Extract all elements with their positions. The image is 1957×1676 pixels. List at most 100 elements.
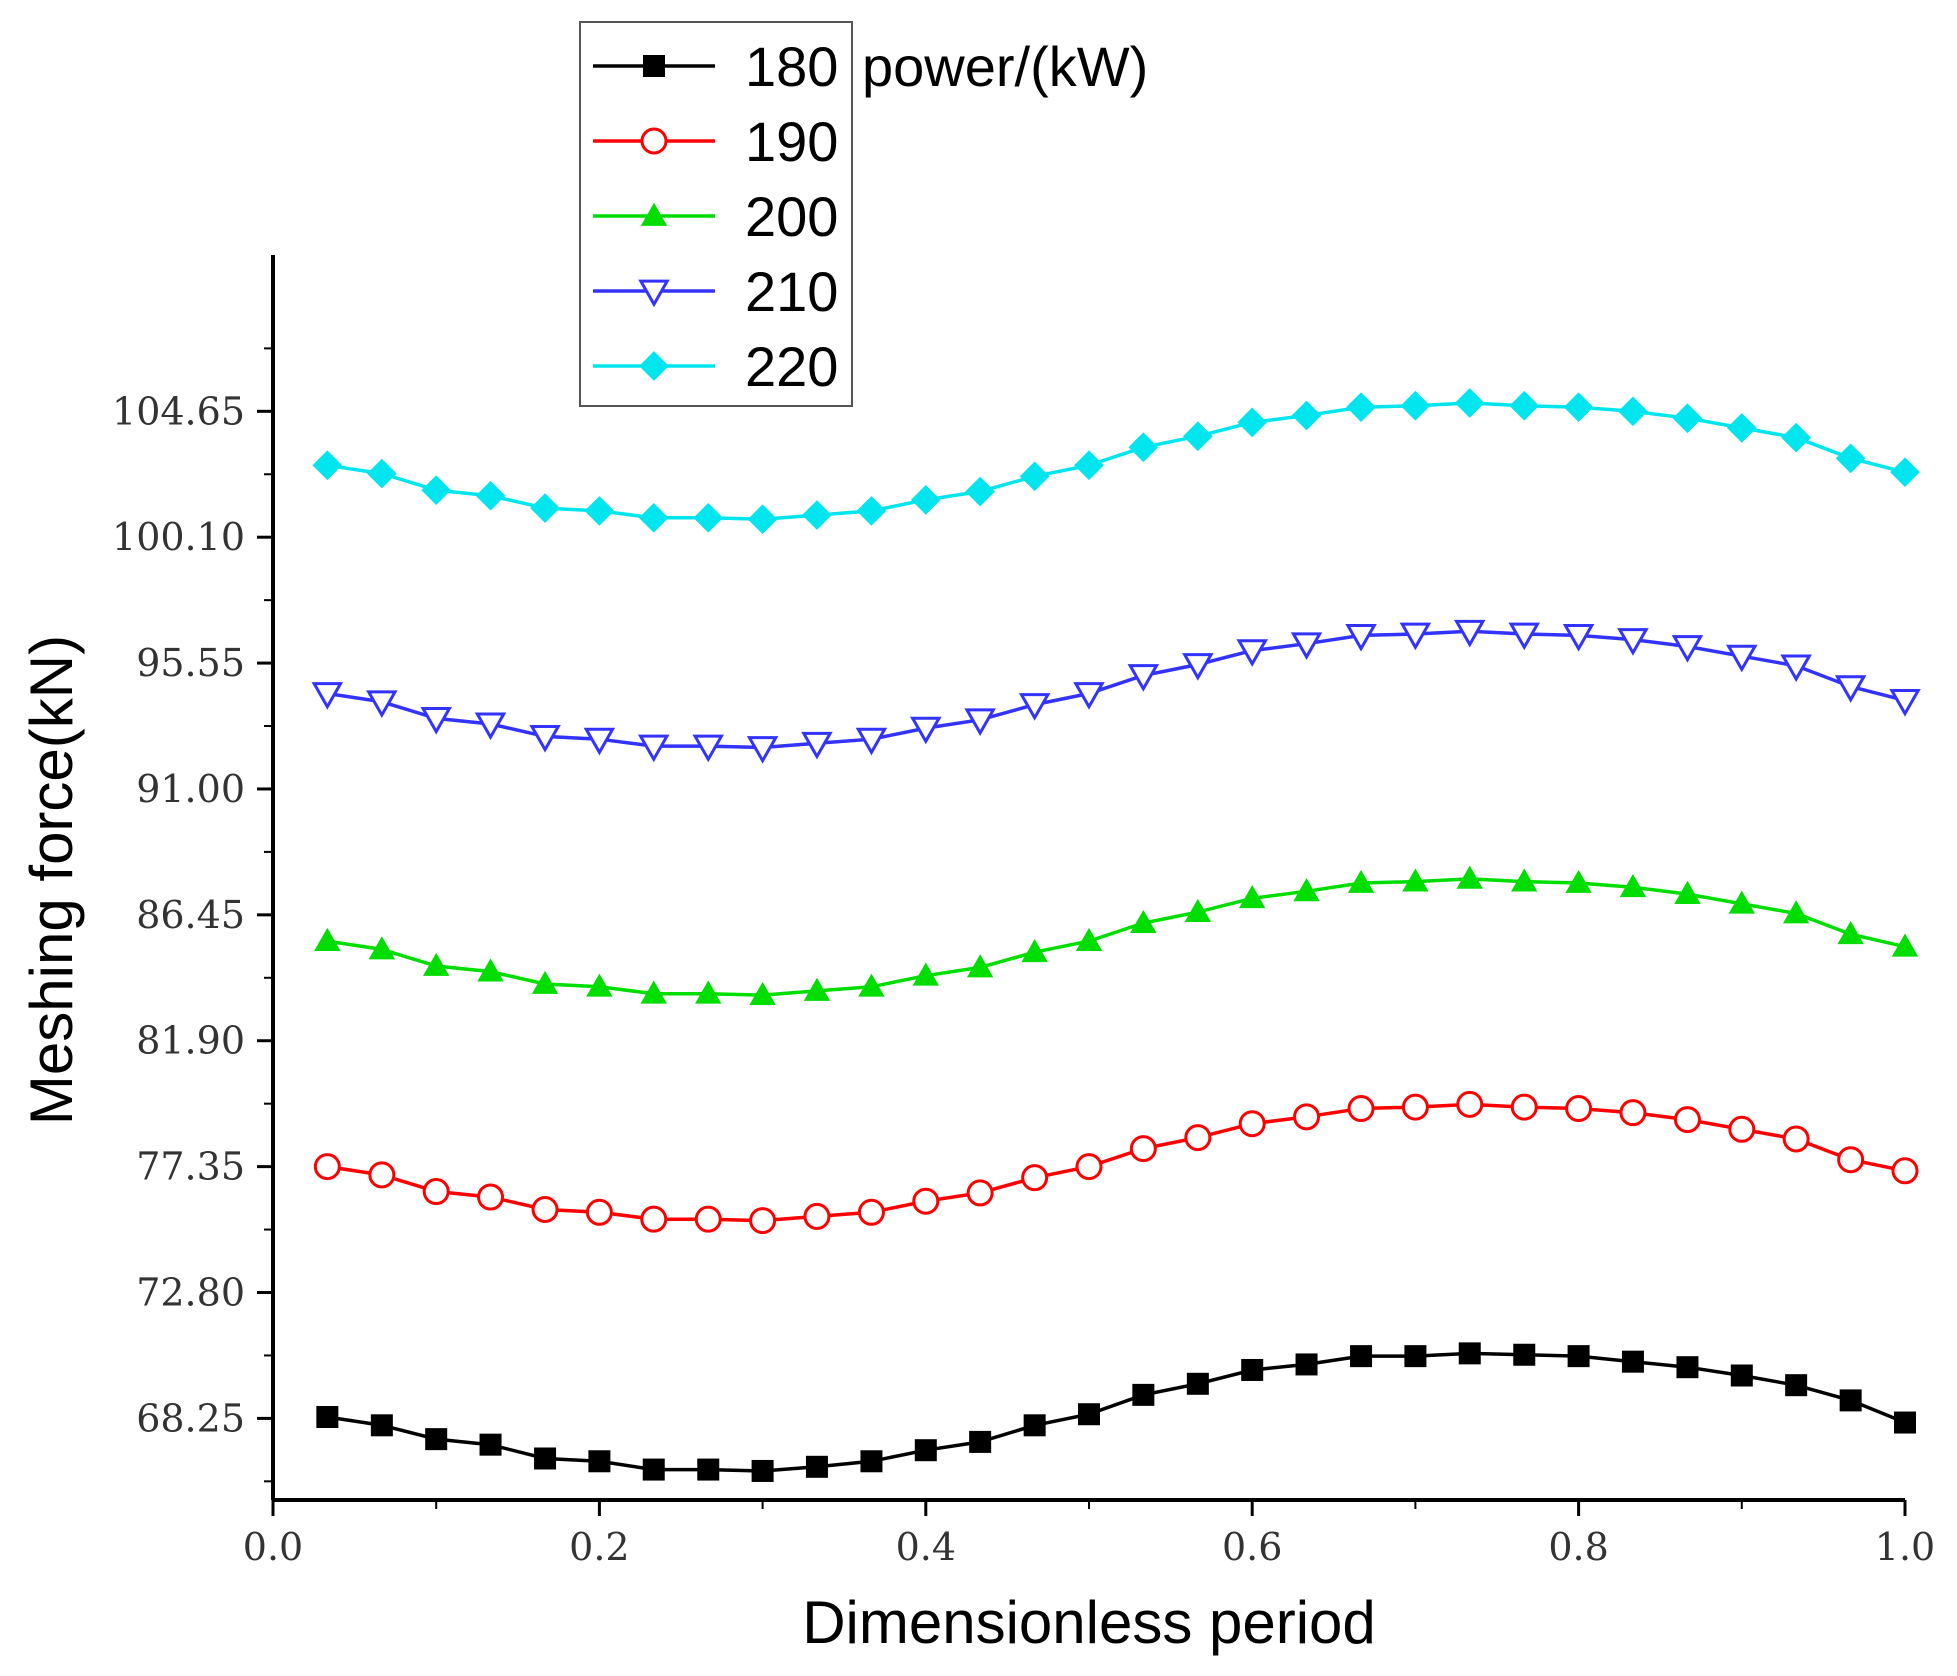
x-tick-label: 1.0 — [1875, 1525, 1935, 1569]
data-point — [1891, 933, 1919, 957]
data-point — [1730, 1364, 1753, 1387]
data-point — [1674, 880, 1701, 904]
data-point — [1293, 1103, 1321, 1131]
data-point — [1781, 422, 1811, 453]
data-point — [1511, 868, 1538, 892]
data-point — [534, 1447, 557, 1470]
data-point — [1785, 1374, 1808, 1397]
legend-title: power/(kW) — [862, 35, 1148, 98]
data-point — [531, 970, 559, 994]
data-point — [637, 734, 670, 763]
data-point — [964, 708, 996, 737]
data-point — [1728, 1115, 1756, 1143]
legend-entries: 180 190 200 210 220 — [593, 35, 838, 398]
data-point — [1617, 628, 1649, 656]
legend-box — [579, 21, 853, 407]
data-point — [1890, 457, 1920, 488]
y-tick-label: 91.00 — [136, 767, 245, 811]
data-point — [697, 1458, 720, 1481]
data-point — [586, 973, 613, 997]
y-tick-label: 68.25 — [136, 1396, 245, 1440]
y-tick-label: 77.35 — [136, 1145, 245, 1189]
data-point — [803, 977, 831, 1001]
data-point — [693, 502, 724, 533]
series-210 — [311, 619, 1921, 764]
data-point — [1078, 1403, 1100, 1426]
data-point — [367, 458, 397, 489]
data-point — [1726, 644, 1758, 673]
data-point — [1021, 939, 1048, 963]
data-point — [1619, 873, 1647, 898]
data-point — [420, 707, 452, 735]
data-point — [858, 973, 885, 997]
data-point — [965, 476, 995, 507]
data-point — [914, 1439, 937, 1462]
data-point — [638, 502, 669, 533]
legend-entry-200: 200 — [593, 185, 838, 248]
data-point — [1782, 900, 1810, 924]
data-point — [969, 1430, 992, 1453]
data-point — [1019, 461, 1050, 492]
legend-entry-190: 190 — [593, 110, 838, 173]
y-tick-label: 100.10 — [112, 515, 245, 559]
data-point — [1837, 921, 1864, 945]
data-point — [966, 1179, 994, 1207]
legend-marker — [640, 202, 668, 226]
data-point — [1184, 1124, 1212, 1152]
data-point — [1127, 664, 1160, 692]
data-point — [312, 450, 343, 481]
series-line-200 — [327, 877, 1906, 997]
data-point — [912, 962, 939, 986]
data-point — [640, 1205, 668, 1233]
data-point — [1241, 1358, 1264, 1381]
data-point — [1456, 1090, 1484, 1118]
data-point — [1400, 390, 1431, 421]
data-point — [1837, 1146, 1865, 1174]
x-tick-label: 0.0 — [243, 1525, 303, 1569]
data-point — [1454, 388, 1485, 418]
data-point — [1782, 1125, 1810, 1153]
data-point — [1347, 1095, 1375, 1123]
data-point — [695, 980, 722, 1004]
data-point — [694, 1205, 722, 1233]
data-point — [855, 727, 888, 756]
data-point — [368, 936, 396, 960]
data-point — [530, 493, 560, 523]
data-point — [474, 712, 507, 741]
data-point — [910, 485, 941, 515]
data-point — [583, 727, 616, 756]
legend-marker — [639, 351, 669, 381]
x-ticks: 0.0 0.2 0.4 0.6 0.8 1.0 — [243, 1500, 1935, 1569]
legend-marker — [640, 127, 668, 155]
data-point — [1291, 400, 1322, 431]
data-point — [1671, 635, 1704, 663]
data-point — [1726, 413, 1757, 443]
data-point — [421, 475, 452, 506]
data-point — [1839, 1389, 1862, 1412]
data-point — [802, 500, 832, 530]
data-point — [1075, 927, 1103, 952]
data-point — [423, 952, 450, 976]
data-point — [749, 981, 776, 1005]
series-180 — [316, 1342, 1916, 1482]
data-point — [1346, 392, 1376, 423]
data-point — [588, 1450, 611, 1473]
y-tick-label: 81.90 — [136, 1019, 245, 1063]
data-point — [1453, 619, 1486, 648]
data-point — [311, 682, 344, 710]
data-point — [1621, 1350, 1644, 1373]
y-tick-label: 72.80 — [136, 1271, 245, 1315]
data-point — [1780, 654, 1812, 683]
legend-label: 210 — [745, 260, 838, 323]
legend-entry-220: 220 — [593, 335, 838, 398]
series-200 — [314, 865, 1919, 1005]
data-point — [1891, 1157, 1919, 1185]
x-tick-label: 0.8 — [1548, 1525, 1608, 1569]
data-point — [1350, 1345, 1373, 1368]
data-point — [640, 980, 667, 1004]
data-point — [368, 1161, 396, 1189]
data-point — [479, 1433, 502, 1456]
data-point — [1132, 1383, 1155, 1406]
data-point — [531, 1196, 559, 1223]
legend-label: 200 — [745, 185, 838, 248]
